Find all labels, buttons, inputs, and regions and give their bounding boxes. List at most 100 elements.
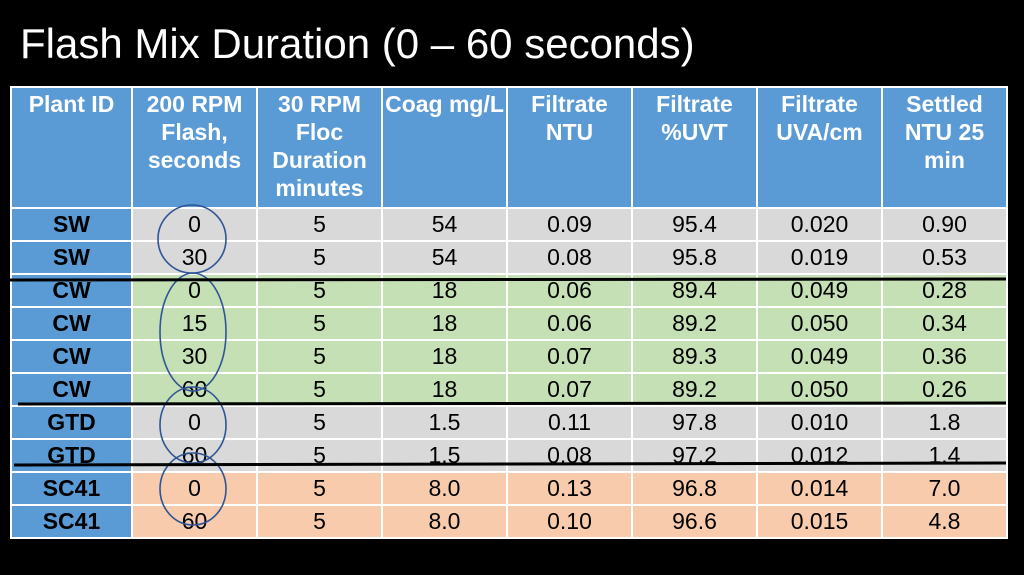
cell-filtrate-ntu: 0.07 [506,372,633,407]
cell-coag: 18 [381,306,508,341]
cell-filtrate-uvt: 97.8 [631,405,758,440]
header-filtrate-uvt: Filtrate %UVT [631,86,758,209]
cell-settled-ntu: 7.0 [881,471,1008,506]
cell-floc-duration: 5 [256,240,383,275]
cell-floc-duration: 5 [256,207,383,242]
header-flash-seconds: 200 RPM Flash, seconds [131,86,258,209]
cell-flash-seconds: 60 [131,504,258,539]
cell-coag: 1.5 [381,438,508,473]
table-row: SW 0 5 54 0.09 95.4 0.020 0.90 [10,207,1008,242]
cell-filtrate-uva: 0.049 [756,273,883,308]
table-row: GTD 60 5 1.5 0.08 97.2 0.012 1.4 [10,438,1008,473]
header-coag: Coag mg/L [381,86,508,209]
cell-filtrate-ntu: 0.13 [506,471,633,506]
cell-flash-seconds: 30 [131,339,258,374]
cell-filtrate-ntu: 0.10 [506,504,633,539]
cell-coag: 8.0 [381,471,508,506]
cell-floc-duration: 5 [256,372,383,407]
cell-plant-id: GTD [10,438,133,473]
cell-filtrate-ntu: 0.06 [506,306,633,341]
cell-flash-seconds: 60 [131,372,258,407]
table-row: CW 0 5 18 0.06 89.4 0.049 0.28 [10,273,1008,308]
header-settled-ntu: Settled NTU 25 min [881,86,1008,209]
table-row: CW 30 5 18 0.07 89.3 0.049 0.36 [10,339,1008,374]
cell-filtrate-uvt: 89.2 [631,306,758,341]
cell-floc-duration: 5 [256,339,383,374]
cell-flash-seconds: 15 [131,306,258,341]
cell-settled-ntu: 0.26 [881,372,1008,407]
cell-flash-seconds: 0 [131,273,258,308]
cell-plant-id: GTD [10,405,133,440]
cell-filtrate-uva: 0.010 [756,405,883,440]
cell-plant-id: CW [10,372,133,407]
cell-filtrate-ntu: 0.11 [506,405,633,440]
cell-coag: 18 [381,273,508,308]
cell-plant-id: SC41 [10,471,133,506]
header-row: Plant ID 200 RPM Flash, seconds 30 RPM F… [10,86,1008,209]
cell-filtrate-uvt: 96.6 [631,504,758,539]
cell-filtrate-ntu: 0.08 [506,438,633,473]
cell-filtrate-uva: 0.015 [756,504,883,539]
cell-flash-seconds: 0 [131,471,258,506]
cell-filtrate-uvt: 89.2 [631,372,758,407]
cell-filtrate-uvt: 95.4 [631,207,758,242]
cell-filtrate-uvt: 97.2 [631,438,758,473]
cell-settled-ntu: 0.28 [881,273,1008,308]
cell-coag: 54 [381,240,508,275]
cell-plant-id: CW [10,339,133,374]
cell-filtrate-ntu: 0.06 [506,273,633,308]
table-row: SC41 0 5 8.0 0.13 96.8 0.014 7.0 [10,471,1008,506]
cell-plant-id: CW [10,273,133,308]
cell-filtrate-uva: 0.014 [756,471,883,506]
cell-filtrate-ntu: 0.07 [506,339,633,374]
slide-title: Flash Mix Duration (0 – 60 seconds) [20,20,695,67]
table-row: CW 15 5 18 0.06 89.2 0.050 0.34 [10,306,1008,341]
table-row: GTD 0 5 1.5 0.11 97.8 0.010 1.8 [10,405,1008,440]
cell-coag: 18 [381,372,508,407]
cell-filtrate-ntu: 0.09 [506,207,633,242]
flash-mix-table: Plant ID 200 RPM Flash, seconds 30 RPM F… [10,86,1008,539]
cell-filtrate-uva: 0.012 [756,438,883,473]
cell-settled-ntu: 0.36 [881,339,1008,374]
header-plant-id: Plant ID [10,86,133,209]
cell-flash-seconds: 60 [131,438,258,473]
header-filtrate-ntu: Filtrate NTU [506,86,633,209]
cell-settled-ntu: 0.34 [881,306,1008,341]
cell-filtrate-uva: 0.050 [756,306,883,341]
cell-settled-ntu: 0.90 [881,207,1008,242]
cell-plant-id: SW [10,207,133,242]
cell-plant-id: CW [10,306,133,341]
cell-filtrate-uvt: 95.8 [631,240,758,275]
cell-plant-id: SW [10,240,133,275]
cell-coag: 18 [381,339,508,374]
cell-coag: 54 [381,207,508,242]
cell-settled-ntu: 0.53 [881,240,1008,275]
cell-filtrate-uvt: 96.8 [631,471,758,506]
table-row: CW 60 5 18 0.07 89.2 0.050 0.26 [10,372,1008,407]
cell-filtrate-uvt: 89.3 [631,339,758,374]
cell-coag: 1.5 [381,405,508,440]
cell-filtrate-uva: 0.019 [756,240,883,275]
cell-filtrate-uva: 0.049 [756,339,883,374]
cell-coag: 8.0 [381,504,508,539]
cell-plant-id: SC41 [10,504,133,539]
cell-floc-duration: 5 [256,471,383,506]
cell-settled-ntu: 1.8 [881,405,1008,440]
cell-floc-duration: 5 [256,273,383,308]
cell-floc-duration: 5 [256,306,383,341]
cell-filtrate-ntu: 0.08 [506,240,633,275]
cell-flash-seconds: 0 [131,405,258,440]
cell-floc-duration: 5 [256,504,383,539]
cell-filtrate-uvt: 89.4 [631,273,758,308]
header-floc-duration: 30 RPM Floc Duration minutes [256,86,383,209]
cell-floc-duration: 5 [256,405,383,440]
cell-flash-seconds: 30 [131,240,258,275]
cell-floc-duration: 5 [256,438,383,473]
cell-flash-seconds: 0 [131,207,258,242]
table-row: SC41 60 5 8.0 0.10 96.6 0.015 4.8 [10,504,1008,539]
cell-filtrate-uva: 0.020 [756,207,883,242]
cell-settled-ntu: 4.8 [881,504,1008,539]
cell-settled-ntu: 1.4 [881,438,1008,473]
header-filtrate-uva: Filtrate UVA/cm [756,86,883,209]
cell-filtrate-uva: 0.050 [756,372,883,407]
